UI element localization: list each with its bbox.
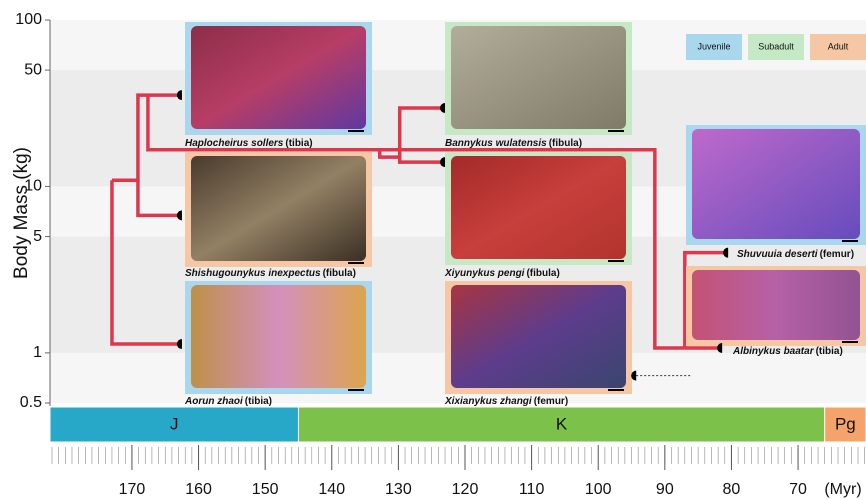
y-tick-label: 5 <box>33 228 42 245</box>
x-tick-label: 140 <box>318 481 345 498</box>
x-tick-label: 150 <box>252 481 279 498</box>
chart: 0.5151050100JKPg170160150140130120110100… <box>0 0 866 500</box>
legend-label: Juvenile <box>697 41 730 51</box>
caption: Xixianykus zhangi(femur) <box>444 396 568 407</box>
y-axis-label: Body Mass (kg) <box>11 147 32 279</box>
taxon-name: Aorun zhaoi <box>184 396 243 407</box>
element: (femur) <box>534 396 568 407</box>
taxon-name: Xiyunykus pengi <box>444 268 525 279</box>
element: (tibia) <box>816 346 843 357</box>
x-tick-label: 100 <box>585 481 612 498</box>
x-tick-label: 70 <box>789 481 807 498</box>
taxon-name: Xixianykus zhangi <box>444 396 532 407</box>
legend-label: Subadult <box>758 41 794 51</box>
x-tick-label: 110 <box>519 481 545 498</box>
x-tick-label: 90 <box>656 481 674 498</box>
x-tick-label: 170 <box>119 481 146 498</box>
caption: Shuvuuia deserti(femur) <box>737 249 854 260</box>
caption: Xiyunykus pengi(fibula) <box>444 268 560 279</box>
caption: Haplocheirus sollers(tibia) <box>185 138 313 149</box>
period-label: J <box>170 414 179 433</box>
taxon-name: Haplocheirus sollers <box>185 138 284 149</box>
period-label: Pg <box>835 414 856 433</box>
x-tick-label: 120 <box>452 481 479 498</box>
y-tick-label: 1 <box>33 344 42 361</box>
taxon-name: Albinykus baatar <box>732 346 815 357</box>
element: (fibula) <box>549 138 582 149</box>
y-tick-label: 50 <box>24 61 42 78</box>
taxon-name: Bannykus wulatensis <box>445 138 547 149</box>
micrograph <box>692 129 860 239</box>
legend-label: Adult <box>828 41 849 51</box>
caption: Aorun zhaoi(tibia) <box>184 396 272 407</box>
x-tick-label: 80 <box>723 481 741 498</box>
micrograph <box>191 156 366 261</box>
period-label: K <box>556 414 568 433</box>
x-tick-label: 160 <box>185 481 212 498</box>
caption: Bannykus wulatensis(fibula) <box>445 138 582 149</box>
element: (femur) <box>820 249 854 260</box>
element: (tibia) <box>245 396 272 407</box>
element: (fibula) <box>526 268 559 279</box>
element: (tibia) <box>285 138 312 149</box>
y-tick-label: 0.5 <box>20 394 42 411</box>
caption: Shishugounykus inexpectus(fibula) <box>185 268 356 279</box>
x-tick-label: 130 <box>385 481 412 498</box>
taxon-name: Shishugounykus inexpectus <box>185 268 321 279</box>
micrograph <box>451 156 626 259</box>
micrograph <box>692 270 860 340</box>
micrograph <box>191 285 366 388</box>
micrograph <box>451 285 626 388</box>
element: (fibula) <box>323 268 356 279</box>
taxon-name: Shuvuuia deserti <box>737 249 818 260</box>
micrograph <box>451 26 626 129</box>
micrograph <box>191 26 366 129</box>
y-tick-label: 100 <box>15 11 42 28</box>
x-axis-unit: (Myr) <box>824 481 861 498</box>
caption: Albinykus baatar(tibia) <box>732 346 843 357</box>
